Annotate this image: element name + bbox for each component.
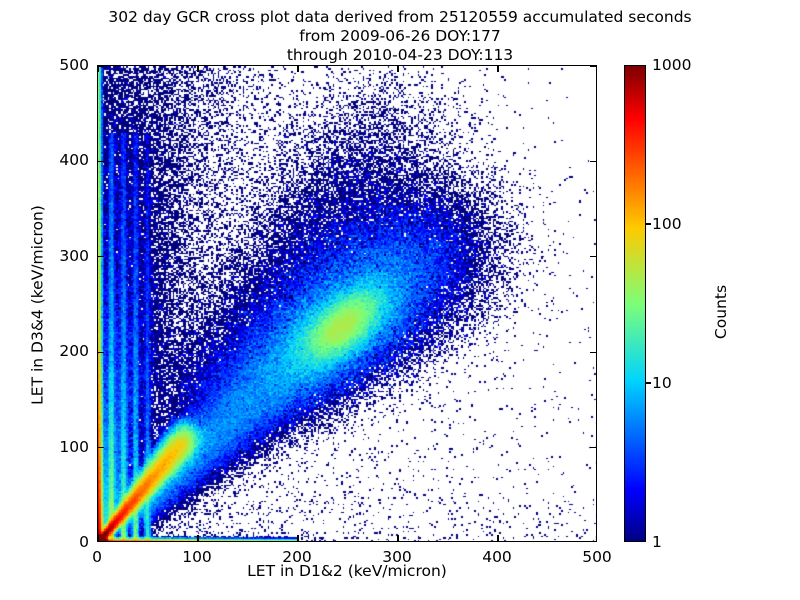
y-tick-mark bbox=[98, 160, 104, 163]
x-tick-mark bbox=[197, 66, 199, 72]
colorbar-tick-label: 10 bbox=[652, 374, 672, 392]
x-tick-mark bbox=[397, 66, 399, 72]
y-tick-label: 0 bbox=[79, 533, 89, 551]
title-line-2: from 2009-06-26 DOY:177 bbox=[299, 27, 501, 45]
y-tick-mark bbox=[98, 256, 104, 258]
x-tick-mark bbox=[297, 66, 299, 72]
y-tick-mark bbox=[590, 351, 596, 353]
y-tick-mark bbox=[98, 351, 104, 353]
y-tick-label: 300 bbox=[59, 246, 89, 265]
x-tick-mark bbox=[98, 535, 99, 541]
y-tick-mark bbox=[98, 446, 104, 449]
colorbar-tick-label: 1 bbox=[652, 533, 662, 551]
y-tick-mark bbox=[590, 256, 596, 258]
y-tick-label: 200 bbox=[59, 342, 89, 361]
x-tick-mark bbox=[98, 66, 99, 72]
colorbar-tick-mark bbox=[646, 382, 651, 384]
chart-title: 302 day GCR cross plot data derived from… bbox=[0, 8, 800, 65]
x-tick-label: 100 bbox=[182, 548, 212, 566]
x-tick-mark bbox=[497, 535, 499, 541]
y-tick-mark bbox=[590, 160, 596, 163]
x-tick-label: 500 bbox=[582, 548, 612, 566]
x-tick-mark bbox=[497, 66, 499, 72]
x-tick-mark bbox=[397, 535, 399, 541]
colorbar-tick-mark bbox=[646, 223, 651, 225]
y-tick-mark bbox=[590, 446, 596, 449]
y-tick-mark bbox=[590, 66, 596, 67]
colorbar-tick-label: 100 bbox=[652, 215, 682, 233]
plot-axes bbox=[97, 65, 597, 542]
x-tick-mark bbox=[197, 535, 199, 541]
colorbar-label: Counts bbox=[712, 284, 730, 340]
y-tick-label: 400 bbox=[59, 151, 89, 170]
colorbar-gradient bbox=[625, 66, 645, 541]
x-tick-mark bbox=[297, 535, 299, 541]
x-tick-label: 0 bbox=[92, 548, 102, 566]
y-tick-mark bbox=[98, 66, 104, 67]
title-line-1: 302 day GCR cross plot data derived from… bbox=[108, 8, 692, 26]
x-axis-label: LET in D1&2 (keV/micron) bbox=[247, 562, 447, 580]
y-axis-label: LET in D3&4 (keV/micron) bbox=[28, 205, 47, 405]
title-line-3: through 2010-04-23 DOY:113 bbox=[286, 46, 514, 64]
x-tick-label: 300 bbox=[382, 548, 412, 566]
colorbar bbox=[624, 65, 646, 542]
y-tick-label: 500 bbox=[59, 56, 89, 74]
y-tick-label: 100 bbox=[59, 437, 89, 456]
density-scatter-plot bbox=[98, 66, 596, 541]
colorbar-tick-label: 1000 bbox=[652, 56, 692, 74]
x-tick-label: 400 bbox=[482, 548, 512, 566]
x-tick-label: 200 bbox=[282, 548, 312, 566]
